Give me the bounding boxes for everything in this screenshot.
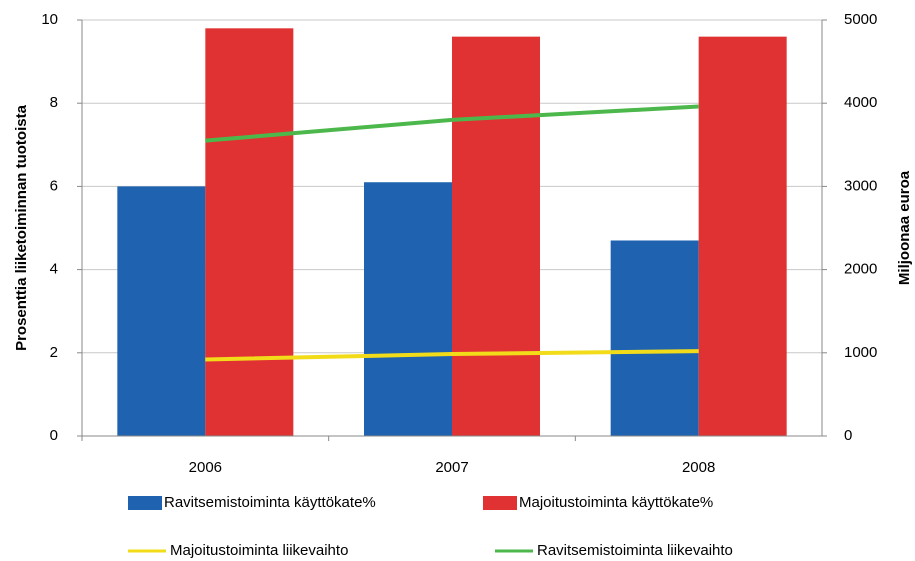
- legend-label: Ravitsemistoiminta käyttökate%: [164, 494, 376, 511]
- legend-swatch: [128, 496, 162, 510]
- bar: [698, 36, 787, 436]
- y2-tick-label: 1000: [844, 344, 877, 361]
- y-tick-label: 6: [50, 177, 58, 194]
- legend-label: Majoitustoiminta liikevaihto: [170, 542, 348, 559]
- y2-tick-label: 2000: [844, 261, 877, 278]
- y-tick-label: 8: [50, 94, 58, 111]
- bar: [610, 240, 699, 436]
- bar: [117, 186, 206, 436]
- y2-tick-label: 4000: [844, 94, 877, 111]
- x-tick-label: 2007: [435, 459, 468, 476]
- y-tick-label: 10: [41, 11, 58, 28]
- y-axis-label: Prosenttia liiketoiminnan tuotoista: [13, 104, 30, 351]
- y-tick-label: 2: [50, 344, 58, 361]
- line-series: [205, 104, 699, 143]
- x-tick-label: 2008: [682, 459, 715, 476]
- y-tick-label: 4: [50, 261, 58, 278]
- y-tick-label: 0: [50, 427, 58, 444]
- legend-label: Majoitustoiminta käyttökate%: [519, 494, 713, 511]
- legend-label: Ravitsemistoiminta liikevaihto: [537, 542, 733, 559]
- bar: [364, 182, 452, 436]
- bar: [452, 36, 540, 436]
- line-series: [205, 349, 699, 362]
- legend-swatch: [483, 496, 517, 510]
- x-tick-label: 2006: [189, 459, 222, 476]
- y2-axis-label: Miljoonaa euroa: [896, 170, 913, 285]
- bar: [205, 28, 294, 436]
- y2-tick-label: 3000: [844, 177, 877, 194]
- y2-tick-label: 5000: [844, 11, 877, 28]
- y2-tick-label: 0: [844, 427, 852, 444]
